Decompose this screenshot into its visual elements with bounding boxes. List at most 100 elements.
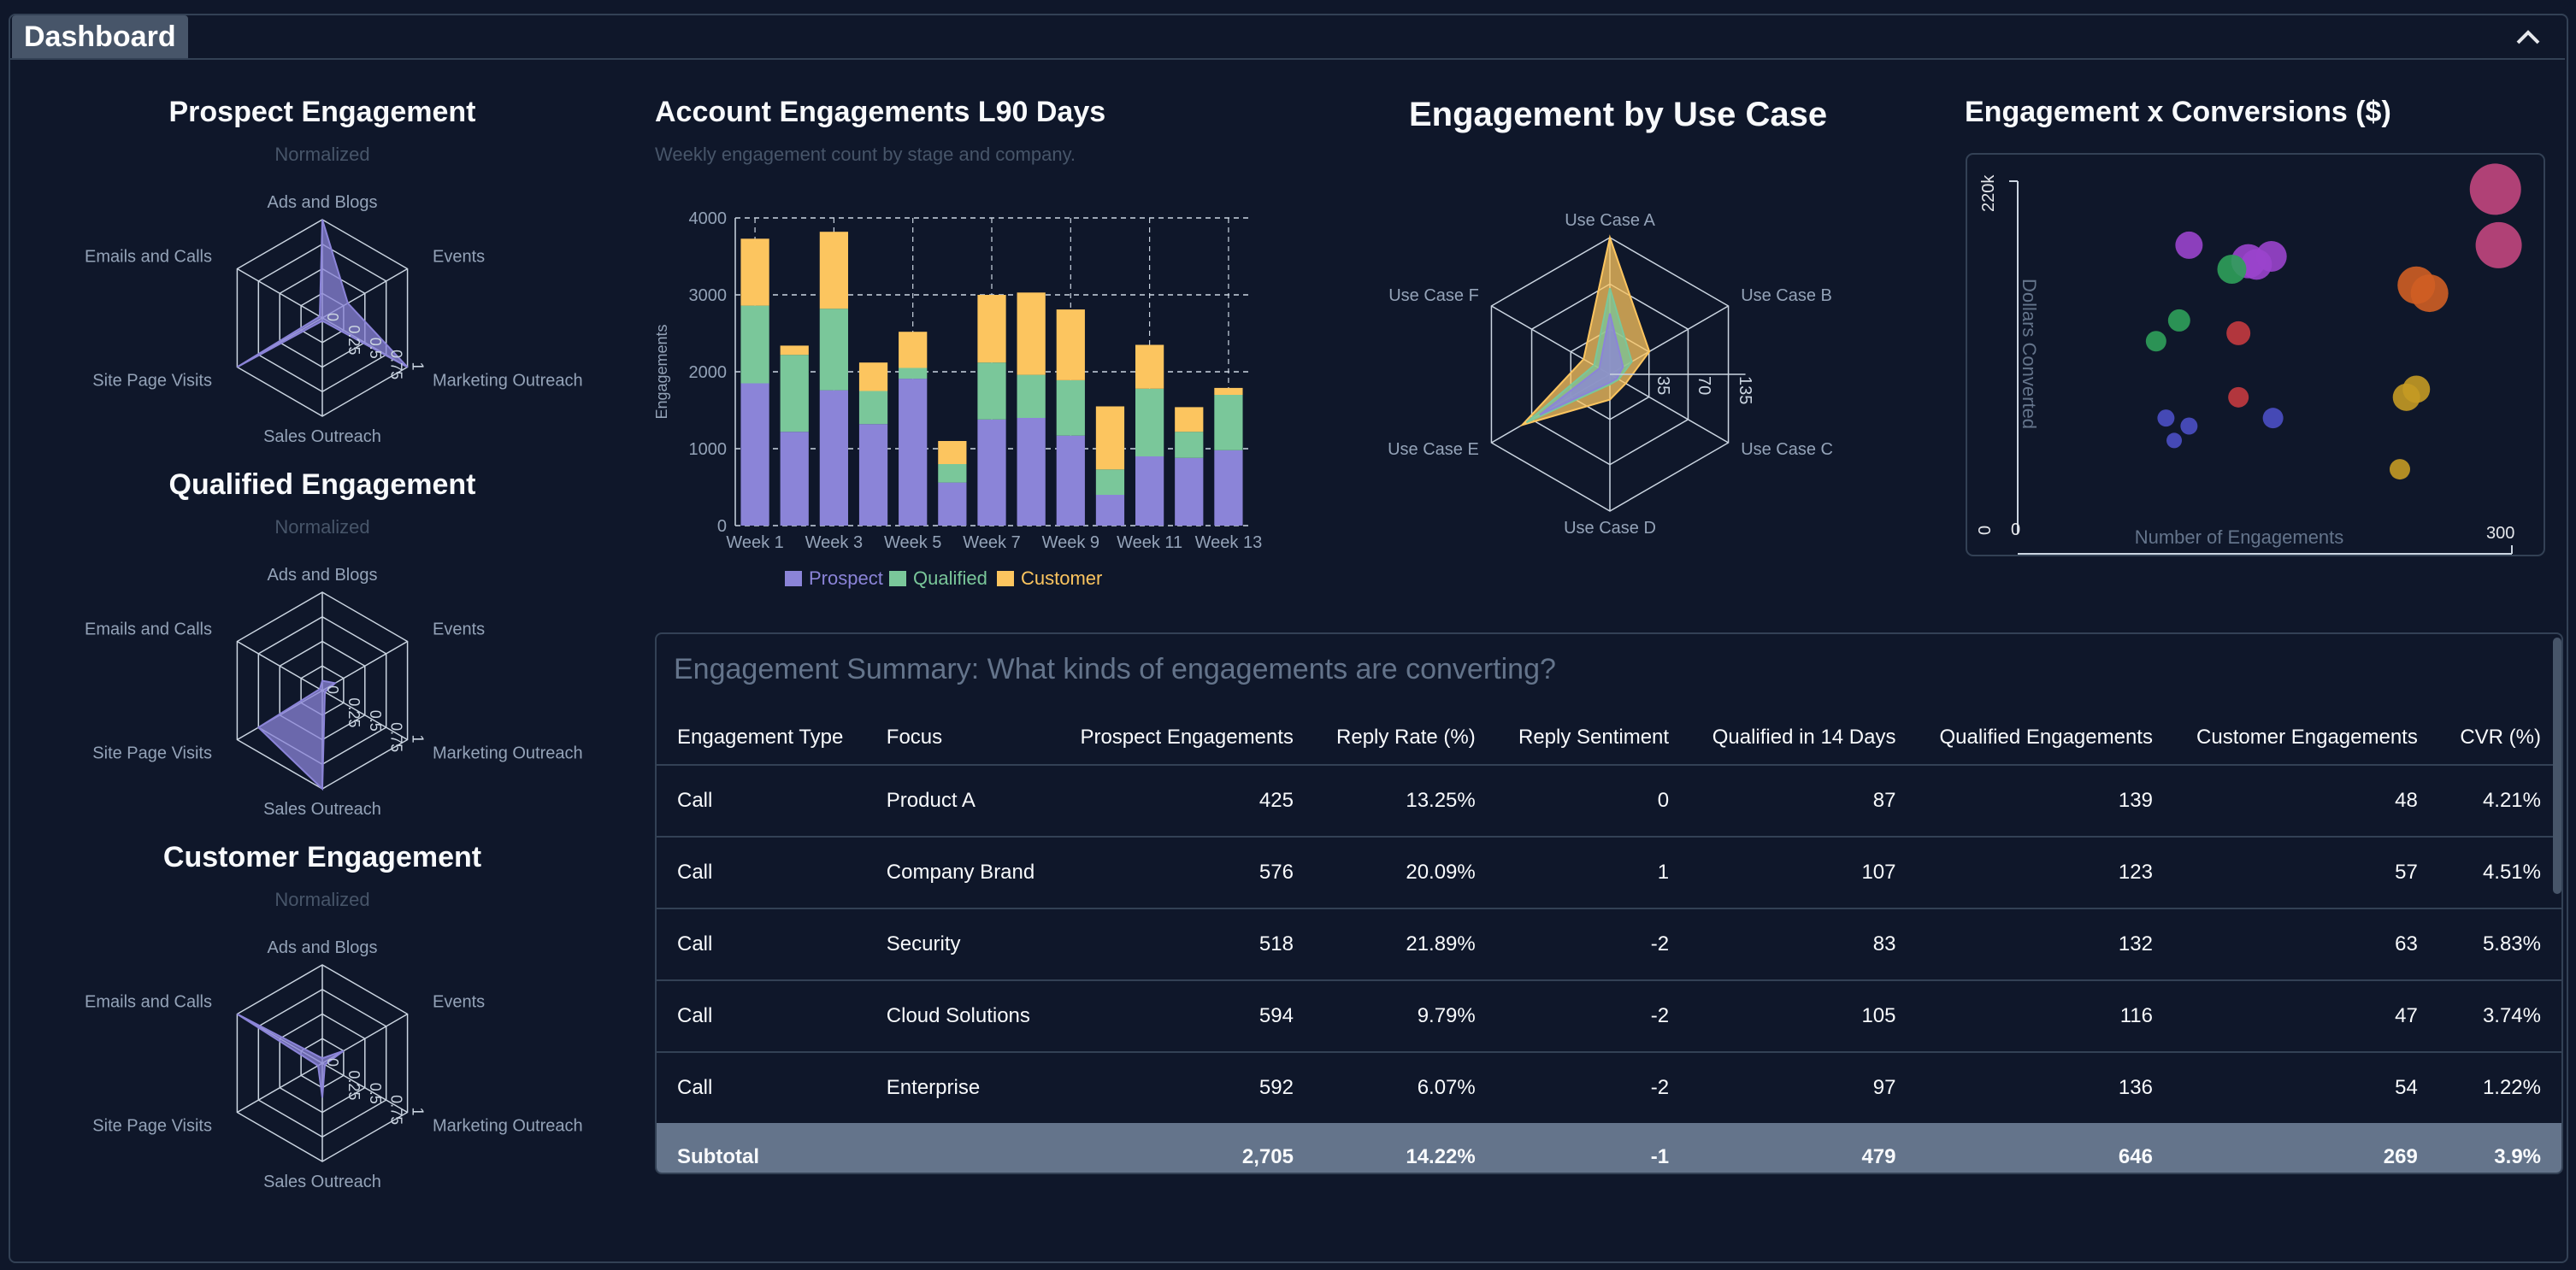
radar-title: Customer Engagement <box>162 841 482 873</box>
bar-customer <box>819 232 848 309</box>
radar-area <box>236 1013 345 1098</box>
bar-qualified <box>938 464 967 483</box>
bubble-point <box>2410 274 2449 313</box>
legend-customer[interactable]: Customer <box>997 567 1102 590</box>
radar-tick-label: 0.75 <box>388 1095 405 1125</box>
table-cell: 576 <box>1259 861 1294 884</box>
col-qualified-14-days[interactable]: Qualified in 14 Days <box>1712 726 1896 749</box>
table-cell: Call <box>677 1004 713 1027</box>
table-cell: 97 <box>1872 1076 1896 1099</box>
table-cell: 0 <box>1657 789 1670 812</box>
table-cell: Call <box>677 861 713 884</box>
radar-spoke <box>321 640 408 691</box>
legend-prospect[interactable]: Prospect <box>785 567 883 590</box>
radar-svg: 0 0.25 0.50.75 1 Ads and Blogs Events Marketin… <box>85 566 583 819</box>
table-cell: 594 <box>1259 1004 1294 1027</box>
col-qualified-engagements[interactable]: Qualified Engagements <box>1939 726 2153 749</box>
table-cell: Call <box>677 932 713 955</box>
table-cell <box>866 1123 1058 1173</box>
col-prospect-engagements[interactable]: Prospect Engagements <box>1080 726 1294 749</box>
usecase-area <box>1525 287 1633 424</box>
usecase-axis-label: Use Case E <box>1388 440 1479 459</box>
table-row[interactable]: Call Company Brand 576 20.09% 1 107 123 57 4.51% <box>657 837 2561 908</box>
table-cell: Enterprise <box>886 1076 981 1099</box>
bar-prospect <box>740 383 769 526</box>
radar-axis-label: Marketing Outreach <box>433 1117 583 1136</box>
usecase-axis-label: Use Case D <box>1564 519 1656 538</box>
bar-customer <box>1214 387 1243 395</box>
bar-y-tick: 4000 <box>689 209 728 228</box>
table-row[interactable]: Call Security 518 21.89% -2 83 132 63 5.83% <box>657 908 2561 980</box>
table-scrollbar[interactable] <box>2553 638 2561 894</box>
table-cell: 21.89% <box>1406 932 1476 955</box>
bar-qualified <box>977 362 1006 420</box>
col-customer-engagements[interactable]: Customer Engagements <box>2196 726 2418 749</box>
bar-chart-title: Account Engagements L90 Days <box>655 96 1106 128</box>
table-cell: 136 <box>2118 1076 2153 1099</box>
table-cell: 3.74% <box>2482 1004 2541 1027</box>
radar-tick-label: 1 <box>410 1108 427 1116</box>
col-reply-sentiment[interactable]: Reply Sentiment <box>1518 726 1670 749</box>
bubble-point <box>2180 417 2198 435</box>
bubble-point <box>2157 409 2175 427</box>
table-cell: 132 <box>2118 932 2153 955</box>
bar-x-tick: Week 9 <box>1042 533 1099 552</box>
bar-qualified <box>1017 374 1046 418</box>
bar-prospect <box>1135 456 1164 526</box>
col-cvr[interactable]: CVR (%) <box>2460 726 2541 749</box>
dashboard-tab[interactable]: Dashboard <box>12 15 188 58</box>
table-cell: 57 <box>2395 861 2418 884</box>
table-cell: 479 <box>1861 1145 1896 1168</box>
collapse-chevron-icon[interactable] <box>2509 19 2547 56</box>
bar-prospect <box>858 424 888 526</box>
usecase-area <box>1519 234 1651 427</box>
table-cell: 1.22% <box>2482 1076 2541 1099</box>
bar-customer <box>1175 407 1204 432</box>
bar-prospect <box>819 390 848 526</box>
bubble-y-tick: 220k <box>1979 174 1998 212</box>
radar-area <box>236 219 409 368</box>
radar-svg: 0 0.25 0.50.75 1 Ads and Blogs Events Marketin… <box>85 193 583 446</box>
bubble-y-tick: 0 <box>1976 526 1995 535</box>
col-reply-rate[interactable]: Reply Rate (%) <box>1336 726 1476 749</box>
table-row[interactable]: Call Enterprise 592 6.07% -2 97 136 54 1.22% <box>657 1052 2561 1123</box>
bubble-point <box>2475 221 2522 268</box>
table-cell: Call <box>677 789 713 812</box>
usecase-axis-label: Use Case F <box>1388 286 1479 305</box>
table-row[interactable]: Call Cloud Solutions 594 9.79% -2 105 116 47 3.7… <box>657 980 2561 1052</box>
bubble-y-axis-label: Dollars Converted <box>2019 279 2040 429</box>
col-engagement-type[interactable]: Engagement Type <box>677 726 844 749</box>
bubble-point <box>2175 231 2203 259</box>
bar-customer <box>1135 344 1164 389</box>
radar-axis-label: Emails and Calls <box>85 993 212 1012</box>
bar-y-tick: 0 <box>717 517 727 536</box>
bar-customer <box>780 345 809 356</box>
bubble-point <box>2166 432 2183 449</box>
radar-axis-label: Ads and Blogs <box>268 938 378 957</box>
use-case-radar-chart: 35 70 135 Use Case A Use Case B Use Case C Use… <box>1388 211 1833 538</box>
bar-prospect <box>780 432 809 526</box>
table-row[interactable]: Call Product A 425 13.25% 0 87 139 48 4.21% <box>657 765 2561 837</box>
radar-axis-label: Emails and Calls <box>85 620 212 639</box>
radar-tick-label: 0 <box>324 1058 341 1067</box>
radar-axis-label: Ads and Blogs <box>268 193 378 212</box>
radar-axis-label: Sales Outreach <box>263 1173 381 1191</box>
radar-tick-label: 0.75 <box>388 722 405 752</box>
table-cell: -2 <box>1650 1004 1670 1027</box>
bubble-point <box>2167 309 2190 332</box>
table-cell: 6.07% <box>1417 1076 1476 1099</box>
table-cell: 116 <box>2119 1004 2153 1027</box>
bar-customer <box>977 295 1006 363</box>
table-cell: 13.25% <box>1406 789 1476 812</box>
bubble-frame <box>1966 153 2545 556</box>
usecase-area <box>1539 313 1624 416</box>
radar-axis-label: Events <box>433 993 485 1012</box>
legend-qualified[interactable]: Qualified <box>889 567 987 590</box>
radar-subtitle: Normalized <box>274 144 370 165</box>
table-cell: Call <box>677 1076 713 1099</box>
col-focus[interactable]: Focus <box>886 726 943 749</box>
legend-swatch <box>785 571 802 586</box>
table-cell: -2 <box>1650 1076 1670 1099</box>
table-cell: -2 <box>1650 932 1670 955</box>
bar-qualified <box>1095 469 1125 495</box>
